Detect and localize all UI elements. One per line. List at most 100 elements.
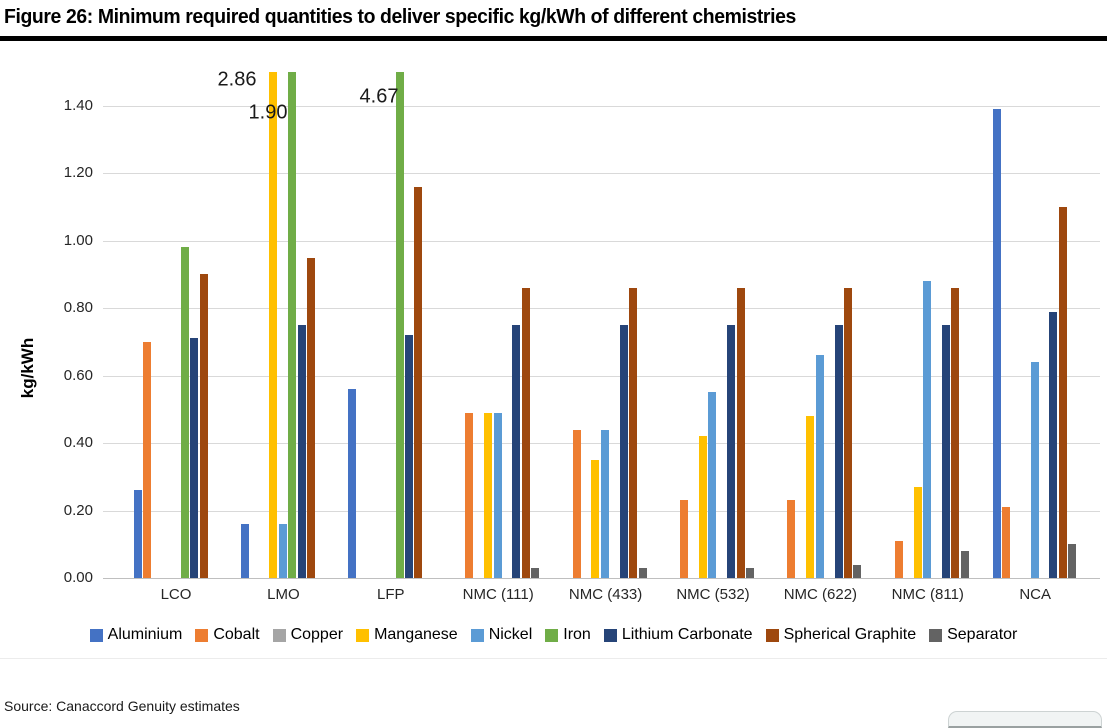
legend-swatch-copper	[272, 628, 286, 642]
bar-manganese-lmo	[269, 72, 278, 578]
y-gridline	[103, 105, 1100, 107]
bar-spherical-graphite-nmc-433	[629, 288, 638, 578]
y-tick-label: 1.20	[63, 164, 93, 182]
bar-nickel-nmc-433	[600, 430, 609, 578]
bar-lithium-carbonate-nmc-622	[834, 325, 843, 578]
y-tick-label: 0.40	[63, 434, 93, 452]
bar-data-label: 1.90	[248, 101, 288, 124]
legend-label: Separator	[947, 626, 1018, 643]
legend-swatch-manganese	[356, 628, 370, 642]
bar-separator-nca	[1068, 544, 1077, 578]
bar-lithium-carbonate-nca	[1049, 312, 1058, 578]
bar-spherical-graphite-nmc-811	[951, 288, 960, 578]
y-gridline	[103, 375, 1100, 377]
legend-item-copper: Copper	[272, 626, 344, 644]
bar-spherical-graphite-lco	[199, 274, 208, 578]
bottom-right-widget[interactable]	[948, 711, 1102, 728]
bar-cobalt-nmc-433	[572, 430, 581, 578]
bar-lithium-carbonate-nmc-811	[942, 325, 950, 578]
bar-nickel-nmc-811	[923, 281, 932, 578]
bar-cobalt-nca	[1002, 507, 1011, 578]
bar-lithium-carbonate-nmc-532	[727, 325, 736, 578]
bar-lithium-carbonate-nmc-111	[512, 325, 521, 578]
bar-spherical-graphite-nmc-622	[844, 288, 852, 578]
x-category-label: NMC (433)	[568, 586, 643, 603]
y-gridline	[103, 173, 1100, 175]
bar-spherical-graphite-lfp	[414, 187, 423, 578]
y-gridline	[103, 308, 1100, 310]
legend-item-manganese: Manganese	[356, 626, 458, 644]
legend-label: Manganese	[374, 626, 458, 643]
bar-separator-nmc-111	[531, 568, 540, 578]
bar-spherical-graphite-nca	[1058, 207, 1067, 578]
legend-swatch-iron	[545, 628, 559, 642]
bar-iron-lco	[180, 247, 189, 578]
y-tick-label: 0.00	[63, 569, 93, 586]
bar-nickel-nca	[1030, 362, 1039, 578]
bar-nickel-nmc-111	[493, 413, 502, 578]
bar-manganese-nmc-532	[698, 436, 707, 578]
bar-cobalt-nmc-111	[465, 413, 474, 578]
bar-spherical-graphite-nmc-111	[521, 288, 530, 578]
bar-lithium-carbonate-lmo	[297, 325, 306, 578]
title-rule	[0, 36, 1107, 41]
source-note: Source: Canaccord Genuity estimates	[4, 698, 240, 714]
bar-lithium-carbonate-lco	[190, 338, 199, 578]
chart-legend: Aluminium Cobalt Copper Manganese Nickel Iron…	[0, 626, 1107, 644]
legend-label: Lithium Carbonate	[621, 626, 753, 643]
legend-swatch-nickel	[470, 628, 484, 642]
bar-nickel-nmc-532	[708, 392, 717, 578]
bar-aluminium-nca	[992, 109, 1001, 578]
bar-data-label: 2.86	[217, 68, 257, 91]
x-category-label: NCA	[1019, 586, 1052, 603]
y-tick-label: 1.00	[63, 231, 93, 249]
footer-divider	[0, 658, 1107, 659]
bar-separator-nmc-433	[638, 568, 647, 578]
legend-item-lithium-carbonate: Lithium Carbonate	[603, 626, 753, 644]
bar-manganese-nmc-111	[484, 413, 492, 578]
x-category-label: NMC (622)	[783, 586, 858, 603]
legend-item-iron: Iron	[545, 626, 591, 644]
legend-item-separator: Separator	[929, 626, 1017, 644]
y-axis-title: kg/kWh	[18, 337, 37, 399]
x-category-label: NMC (111)	[462, 586, 534, 603]
bar-spherical-graphite-nmc-532	[736, 288, 745, 578]
bar-separator-nmc-811	[960, 551, 969, 578]
bar-iron-lmo	[288, 72, 297, 578]
legend-label: Iron	[563, 626, 591, 643]
legend-swatch-cobalt	[195, 628, 209, 642]
bar-cobalt-nmc-811	[894, 541, 903, 578]
y-tick-label: 0.60	[63, 366, 93, 384]
legend-label: Spherical Graphite	[783, 626, 917, 643]
bar-separator-nmc-622	[853, 565, 862, 578]
bar-chart: kg/kWh 0.00 0.20 0.40 0.60 0.80 1.00 1.20 1.40 L…	[0, 42, 1107, 612]
legend-item-spherical-graphite: Spherical Graphite	[765, 626, 917, 644]
y-gridline	[103, 240, 1100, 242]
legend-swatch-spherical-graphite	[765, 628, 779, 642]
figure-title: Figure 26: Minimum required quantities t…	[4, 6, 796, 28]
bar-lithium-carbonate-nmc-433	[619, 325, 628, 578]
bar-cobalt-nmc-532	[680, 500, 688, 578]
bar-manganese-nmc-433	[591, 460, 600, 578]
bar-cobalt-nmc-622	[787, 500, 796, 578]
bar-manganese-nmc-811	[913, 487, 922, 578]
bar-lithium-carbonate-lfp	[405, 335, 413, 578]
x-axis-line	[103, 578, 1100, 579]
legend-swatch-aluminium	[89, 628, 103, 642]
legend-item-cobalt: Cobalt	[195, 626, 260, 644]
x-category-label: NMC (811)	[891, 586, 964, 603]
legend-label: Aluminium	[107, 626, 183, 643]
y-tick-label: 0.20	[63, 501, 93, 519]
bar-separator-nmc-532	[746, 568, 754, 578]
y-tick-label: 0.80	[63, 299, 93, 317]
x-category-label: NMC (532)	[676, 586, 750, 603]
bar-aluminium-lco	[133, 490, 142, 578]
x-category-label: LMO	[267, 586, 300, 603]
bar-manganese-nmc-622	[806, 416, 815, 578]
legend-label: Copper	[290, 626, 344, 643]
y-tick-label: 1.40	[63, 96, 93, 114]
legend-swatch-lithium-carbonate	[603, 628, 617, 642]
legend-label: Cobalt	[213, 626, 260, 643]
x-category-label: LCO	[160, 586, 192, 603]
